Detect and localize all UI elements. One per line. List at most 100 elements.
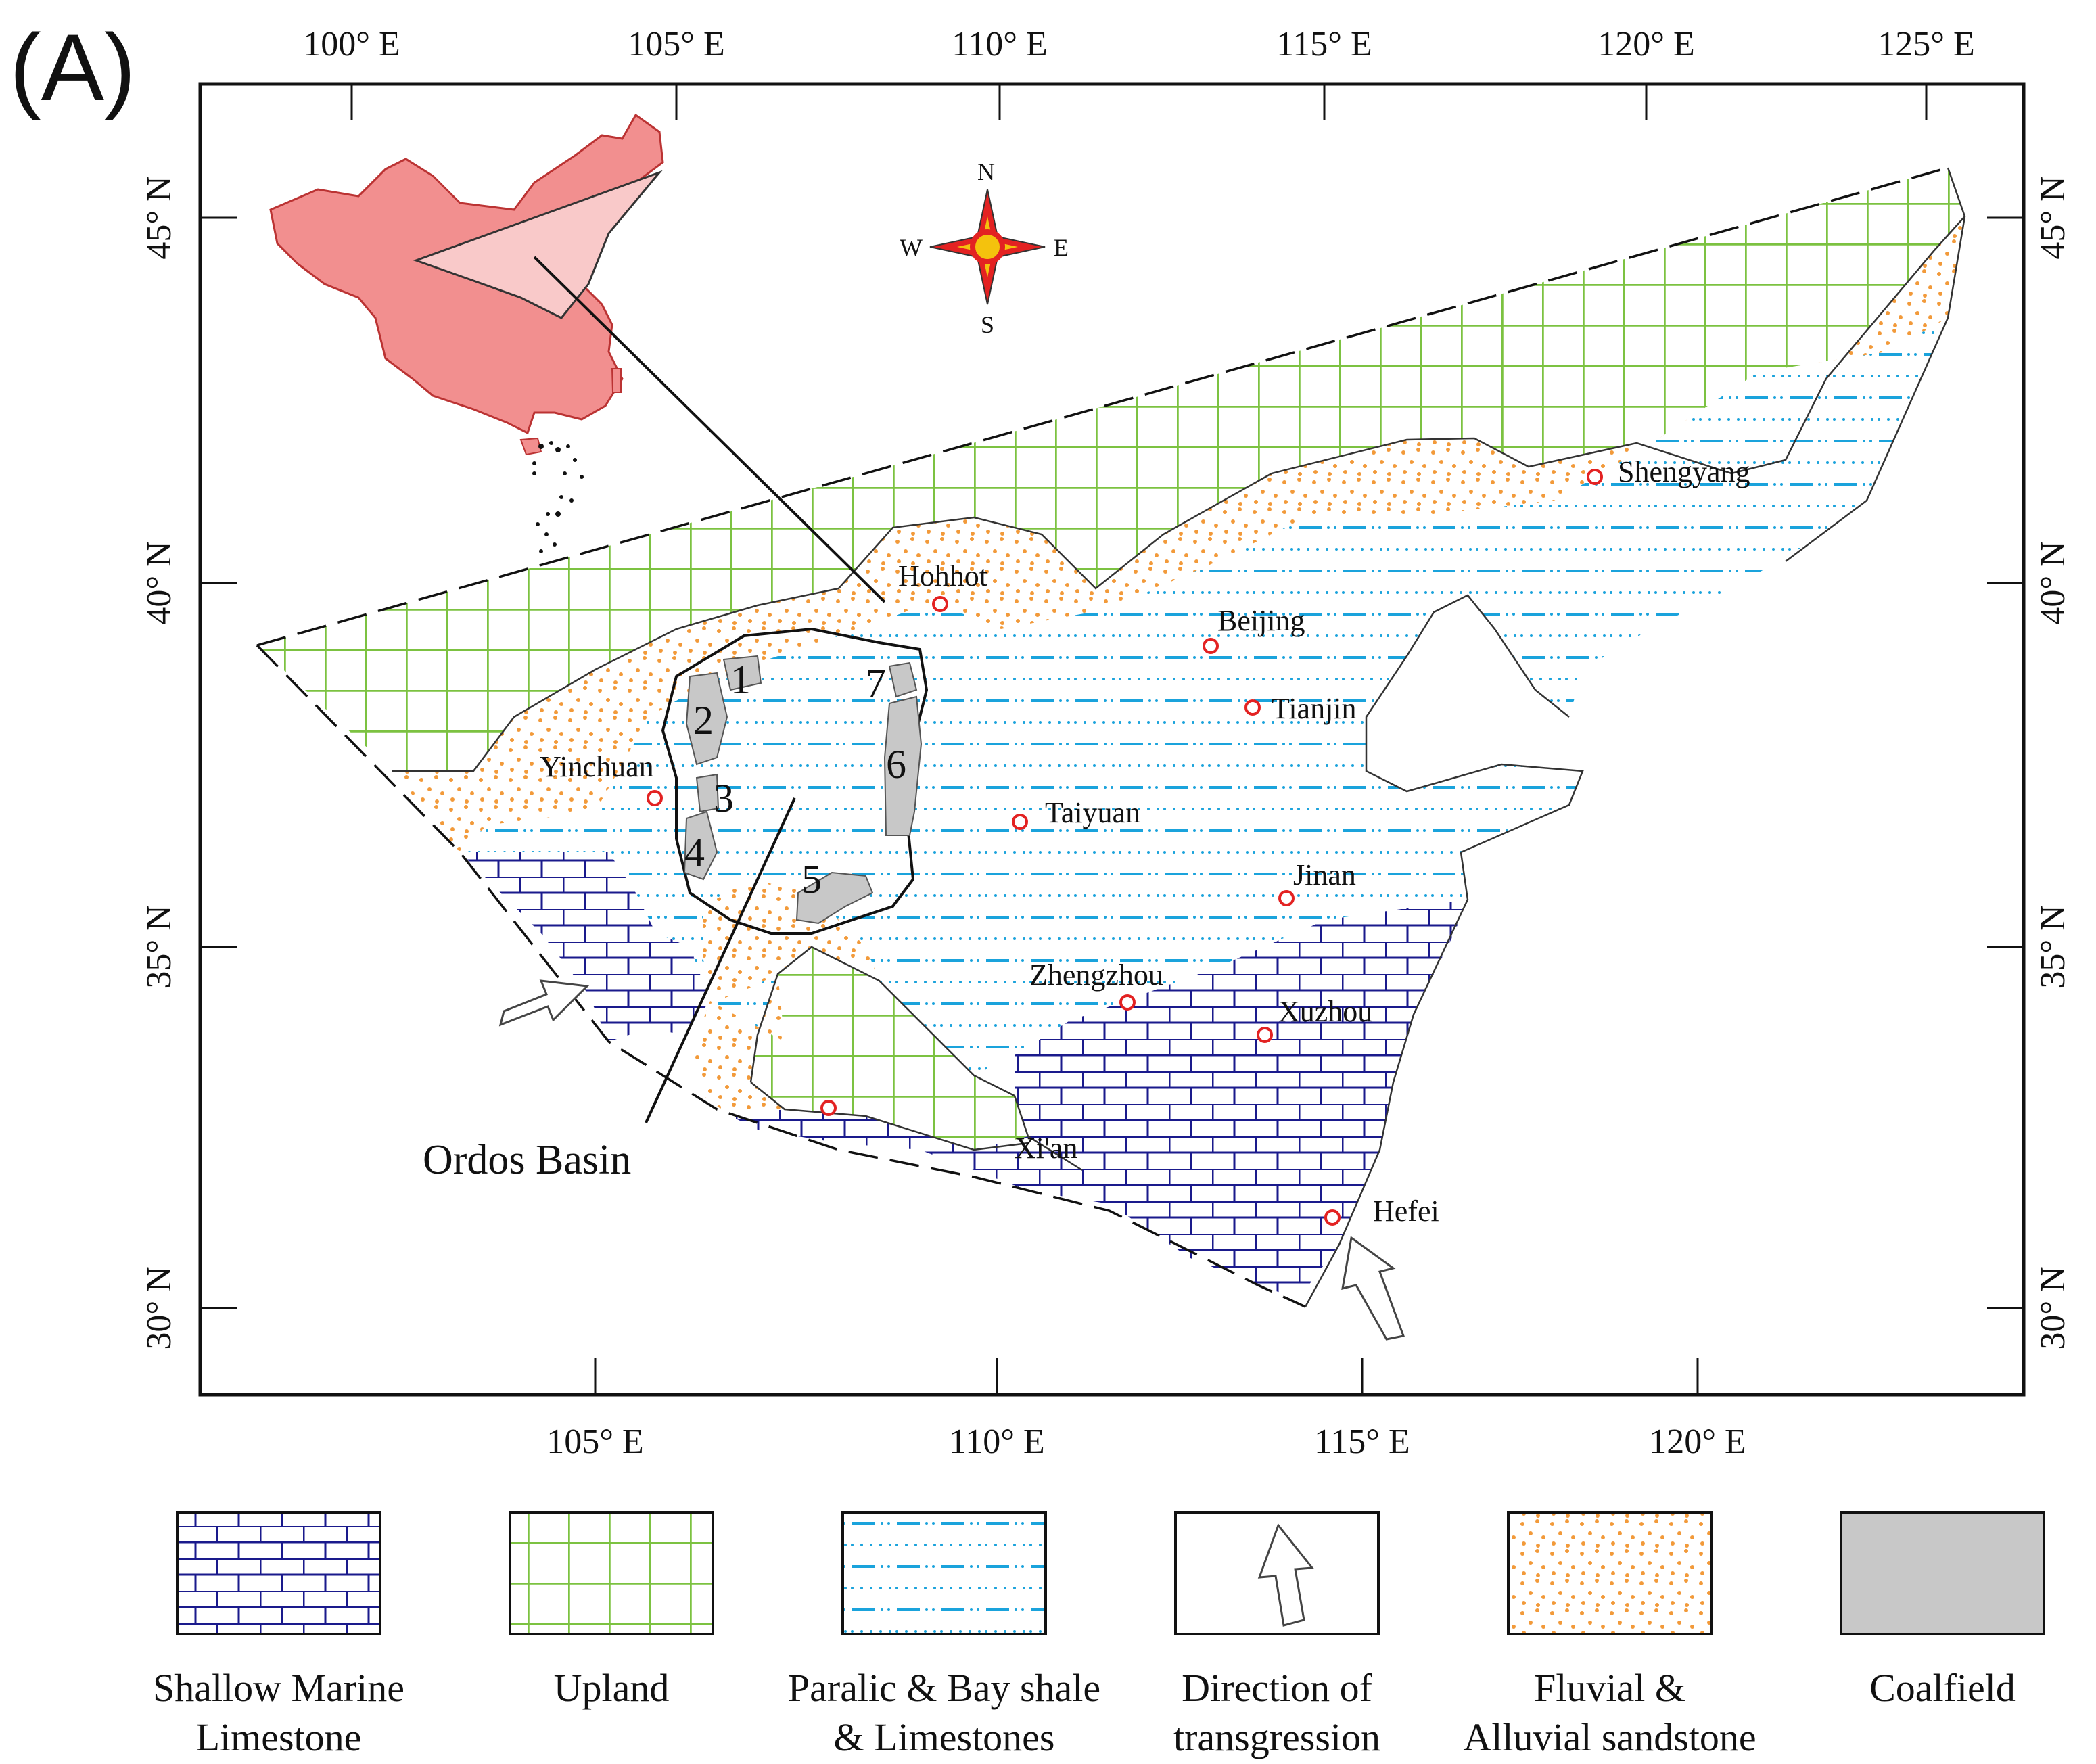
tick-label: 30° N: [2034, 1266, 2072, 1349]
tick-label: 40° N: [2034, 541, 2072, 624]
fluvial-sandstone-south: [690, 974, 785, 1116]
tick-label: 45° N: [140, 176, 179, 259]
coalfield-label: 4: [684, 830, 705, 875]
boundary-lines: [256, 166, 1966, 1308]
coalfield-shape: [685, 672, 728, 766]
panel-label: (A): [9, 14, 136, 120]
coalfield-shape: [683, 810, 718, 881]
city-label: Taiyuan: [1045, 796, 1140, 829]
coalfield-label: 2: [693, 698, 714, 743]
legend-swatch-sandstone: [1507, 1511, 1713, 1635]
right-axis-labels: 45° N 40° N 35° N 30° N: [2034, 176, 2072, 1349]
legend-label: Upland: [554, 1666, 670, 1710]
tick-label: 35° N: [2034, 905, 2072, 988]
city-marker: [1257, 1027, 1273, 1043]
legend-swatch-upland: [509, 1511, 714, 1635]
city-label: Hohhot: [898, 559, 987, 593]
legend-label: Coalfield: [1869, 1666, 2016, 1710]
north-china-craton-highlight: [413, 170, 663, 319]
city-marker: [820, 1100, 837, 1116]
city-label: Xuzhou: [1278, 995, 1372, 1028]
top-axis-labels: 100° E 105° E 110° E 115° E 120° E 125° …: [303, 25, 1975, 64]
city-marker: [647, 790, 663, 806]
south-sea-islands: [532, 441, 584, 553]
compass-east: E: [1054, 234, 1069, 261]
city-marker: [1012, 814, 1028, 830]
tick-label: 115° E: [1314, 1422, 1410, 1461]
city-label: Shengyang: [1618, 455, 1750, 488]
legend-swatch-shale: [841, 1511, 1047, 1635]
city-label: Xi'an: [1015, 1132, 1077, 1165]
tick-label: 120° E: [1649, 1422, 1746, 1461]
city-label: Hefei: [1373, 1194, 1439, 1228]
coalfield-labels: 1 2 3 4 5 6 7: [684, 657, 906, 902]
bottom-axis-labels: 105° E 110° E 115° E 120° E: [546, 1422, 1746, 1461]
map-legend: Shallow Marine Limestone Upland Paralic …: [153, 1511, 2045, 1759]
city-label: Beijing: [1217, 604, 1305, 637]
coalfield-shape: [722, 655, 762, 691]
tick-label: 100° E: [303, 25, 400, 64]
tick-label: 45° N: [2034, 176, 2072, 259]
tick-label: 40° N: [140, 541, 179, 624]
limestone-region-southeast: [730, 900, 1468, 1299]
legend-label: Fluvial &: [1534, 1666, 1685, 1710]
city-markers: [647, 469, 1603, 1226]
inset-leader-line: [533, 256, 886, 603]
coalfield-label: 3: [714, 776, 734, 820]
coalfield-label: 5: [801, 857, 822, 902]
city-labels: Hohhot Beijing Tianjin Shengyang Yinchua…: [540, 455, 1750, 1228]
legend-label: Direction of: [1182, 1666, 1373, 1710]
city-marker: [1587, 469, 1603, 485]
coalfield-label: 1: [730, 657, 751, 702]
china-inset-map: [269, 113, 886, 603]
hainan-island: [519, 437, 542, 456]
city-marker: [1324, 1209, 1341, 1226]
coalfields: [683, 655, 923, 925]
legend-label: Limestone: [196, 1715, 362, 1759]
compass-rose: N S E W: [900, 158, 1069, 338]
city-marker: [932, 596, 948, 612]
coalfield-shape: [883, 695, 923, 836]
transgression-arrow-west: [498, 979, 590, 1027]
upland-region-south: [751, 947, 1028, 1150]
fluvial-sandstone-region: [392, 216, 1965, 852]
coalfield-label: 6: [886, 742, 906, 787]
legend-label: Shallow Marine: [153, 1666, 404, 1710]
ordos-basin-label: Ordos Basin: [423, 1137, 631, 1183]
coalfield-shape: [695, 773, 720, 813]
coalfield-label: 7: [866, 661, 886, 705]
legend-label: Alluvial sandstone: [1463, 1715, 1756, 1759]
tick-label: 105° E: [628, 25, 725, 64]
legend-swatch-coalfield: [1840, 1511, 2045, 1635]
legend-swatch-limestone: [176, 1511, 381, 1635]
tick-label: 120° E: [1598, 25, 1695, 64]
map-frame: [198, 82, 2026, 1397]
taiwan-island: [611, 368, 622, 393]
tick-label: 30° N: [140, 1266, 179, 1349]
left-axis-labels: 45° N 40° N 35° N 30° N: [140, 176, 179, 1349]
axis-ticks: [200, 84, 2024, 1395]
transgression-arrow-south: [1341, 1236, 1405, 1341]
city-label: Yinchuan: [540, 750, 654, 783]
city-label: Zhengzhou: [1029, 958, 1163, 992]
ordos-basin-outline: [661, 627, 929, 935]
tick-label: 105° E: [546, 1422, 644, 1461]
compass-west: W: [900, 234, 923, 261]
fluvial-sandstone-inner: [703, 879, 879, 1001]
city-marker: [1278, 890, 1295, 906]
legend-label: transgression: [1173, 1715, 1380, 1759]
city-marker: [1119, 994, 1136, 1011]
legend-label: & Limestones: [833, 1715, 1054, 1759]
transgression-arrows: [498, 979, 1405, 1341]
upland-region-north: [257, 168, 1965, 771]
tick-label: 35° N: [140, 905, 179, 988]
city-marker: [1244, 699, 1261, 716]
limestone-region-west: [460, 852, 710, 1042]
tick-label: 110° E: [952, 25, 1048, 64]
coalfield-shape: [795, 871, 874, 925]
city-label: Tianjin: [1272, 692, 1357, 725]
tick-label: 110° E: [949, 1422, 1045, 1461]
tick-label: 115° E: [1276, 25, 1372, 64]
compass-south: S: [981, 311, 994, 338]
city-label: Jinan: [1293, 858, 1356, 891]
